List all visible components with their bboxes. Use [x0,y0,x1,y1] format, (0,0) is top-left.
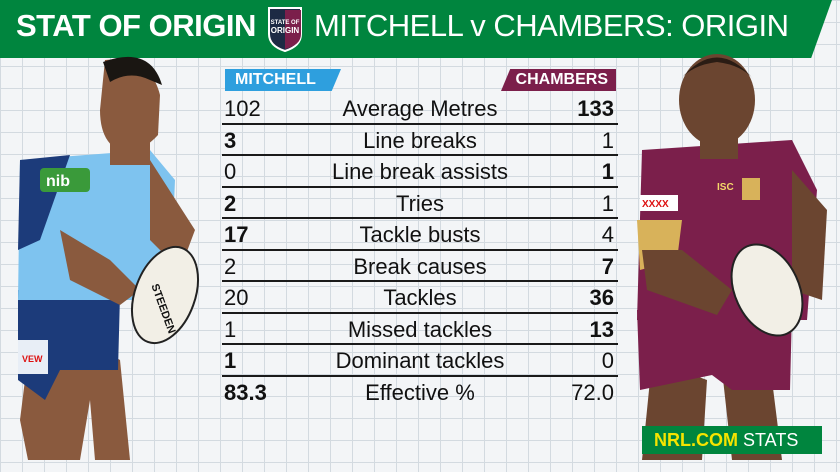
svg-text:nib: nib [46,173,70,190]
logo-text-bottom: ORIGIN [271,26,300,35]
chambers-value: 36 [589,285,614,310]
stat-label: Tackles [383,285,457,310]
mitchell-value: 3 [224,127,237,153]
stat-label: Dominant tackles [335,348,505,373]
nrl-brand: NRL.COM [654,430,738,450]
mitchell-value: 2 [224,190,237,216]
mitchell-name-tag: MITCHELL [225,69,341,91]
stat-label: Effective % [365,379,475,405]
mitchell-value: 0 [224,159,237,184]
stat-row: 2 Tries 1 [222,188,618,219]
stat-row: 17 Tackle busts 4 [222,219,618,251]
chambers-value: 1 [601,127,614,153]
nrl-stats-badge: NRL.COM STATS [642,426,822,454]
chambers-player-image: ISC XXXX [637,54,827,460]
chambers-value: 13 [589,316,614,342]
chambers-value: 7 [601,253,614,279]
mitchell-value: 1 [224,316,237,342]
stat-row: 102 Average Metres 133 [222,93,618,125]
stats-table: 102 Average Metres 133 3 Line breaks 1 0… [222,93,618,408]
logo-text-top: STATE OF [271,20,300,26]
svg-text:XXXX: XXXX [642,199,669,210]
chambers-value: 133 [577,96,614,121]
stat-row: 0 Line break assists 1 [222,156,618,188]
stat-row: 3 Line breaks 1 [222,125,618,156]
stat-label: Line breaks [363,127,477,153]
stat-row: 2 Break causes 7 [222,251,618,282]
stat-row: 1 Dominant tackles 0 [222,345,618,377]
stat-label: Missed tackles [347,316,493,342]
stat-label: Tries [395,190,445,216]
svg-text:ISC: ISC [717,182,734,193]
header-subtitle: MITCHELL v CHAMBERS: ORIGIN [314,8,789,43]
chambers-value: 72.0 [571,379,614,405]
svg-text:VEW: VEW [22,354,43,364]
stat-row: 20 Tackles 36 [222,282,618,314]
mitchell-player-image: VEW nib STEEDEN [18,56,199,460]
chambers-name-tag: CHAMBERS [501,69,616,91]
stat-label: Average Metres [342,96,498,121]
mitchell-value: 83.3 [224,379,267,405]
mitchell-value: 17 [224,222,249,247]
header-title: STAT OF ORIGIN [16,8,256,43]
chambers-value: 4 [601,222,614,247]
mitchell-value: 2 [224,253,237,279]
chambers-value: 0 [601,348,614,373]
nrl-suffix: STATS [738,430,799,450]
stat-label: Tackle busts [359,222,481,247]
mitchell-value: 1 [224,348,237,373]
stat-label: Line break assists [331,159,509,184]
state-of-origin-logo: STATE OF ORIGIN [268,7,302,52]
chambers-value: 1 [601,159,614,184]
chambers-value: 1 [601,190,614,216]
mitchell-value: 102 [224,96,261,121]
stat-label: Break causes [353,253,487,279]
stat-row: 83.3 Effective % 72.0 [222,377,618,409]
mitchell-value: 20 [224,285,249,310]
header-banner [0,0,832,58]
stat-row: 1 Missed tackles 13 [222,314,618,345]
